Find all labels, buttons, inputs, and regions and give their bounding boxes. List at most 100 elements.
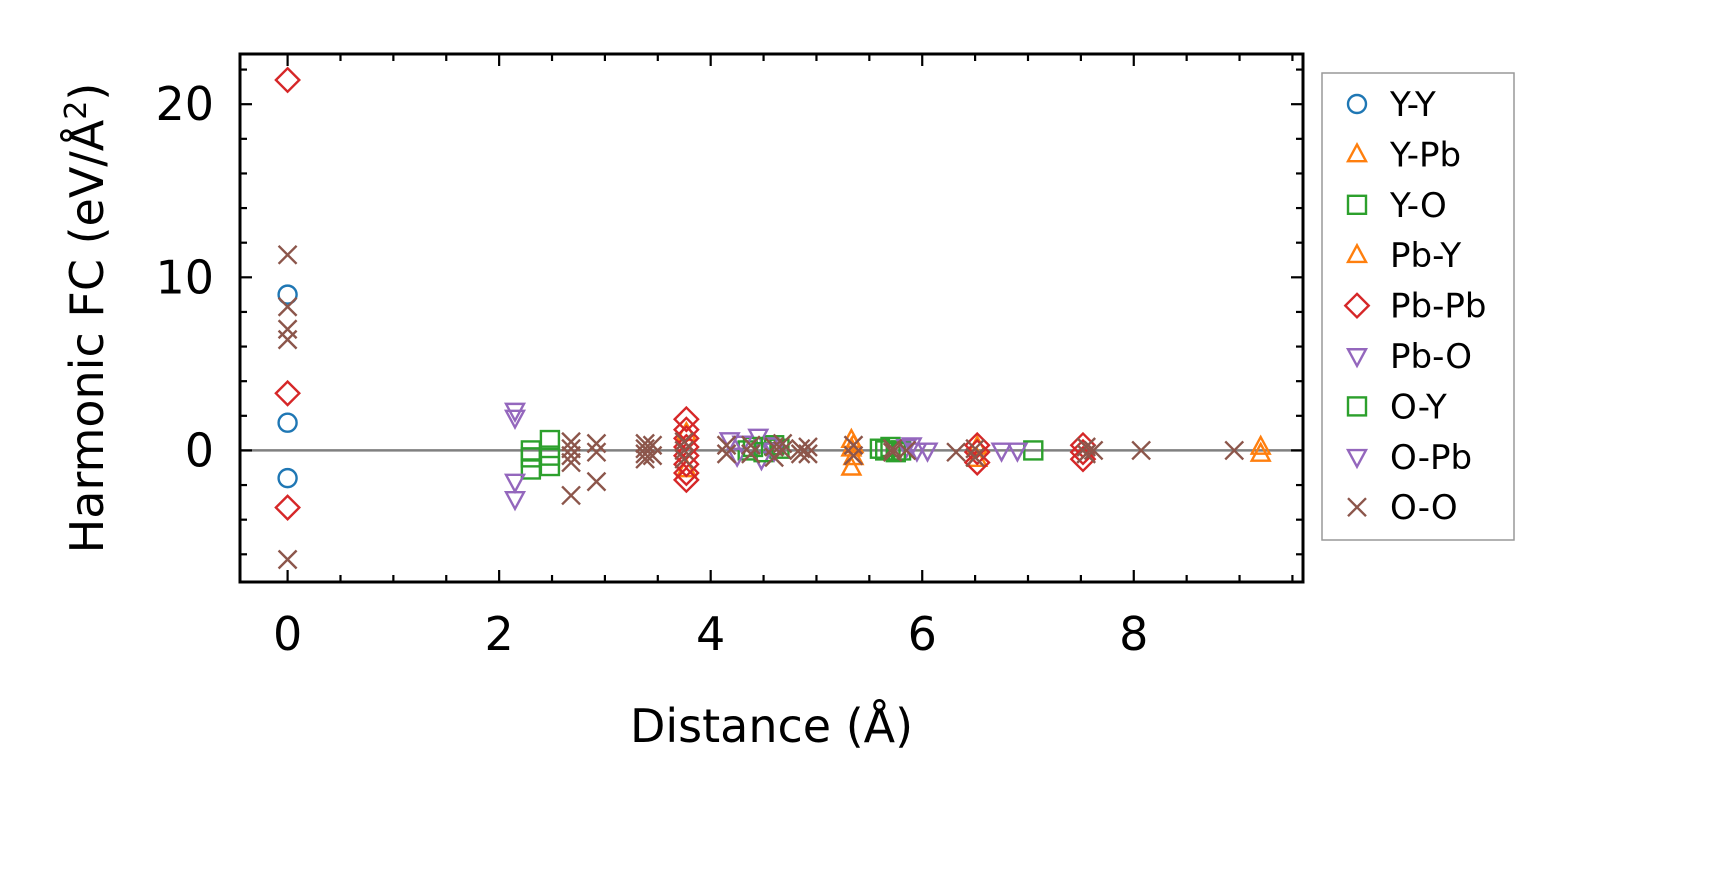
data-point-o-o [1224, 440, 1245, 461]
y-tick-label: 10 [155, 250, 214, 304]
data-point-y-pb [1249, 441, 1272, 462]
data-point-pb-pb [963, 449, 991, 476]
series-y-pb [840, 427, 1272, 476]
axis-ticks [240, 54, 1303, 582]
legend-marker [1346, 396, 1368, 417]
data-point-pb-o [503, 473, 527, 495]
data-points-layer [274, 66, 1272, 570]
data-point-o-o [561, 452, 581, 473]
legend-label: Y-Y [1389, 85, 1436, 125]
legend-marker [1345, 141, 1369, 163]
data-point-pb-pb [672, 466, 700, 494]
data-point-o-o [772, 440, 793, 461]
data-point-pb-pb [274, 66, 301, 94]
data-point-o-o [277, 319, 298, 340]
data-point-pb-o [503, 409, 527, 430]
data-point-y-o [539, 445, 561, 466]
data-point-o-o [561, 445, 581, 466]
data-point-o-o [277, 329, 298, 350]
legend-marker [1347, 497, 1367, 518]
legend-item: Pb-O [1345, 337, 1472, 377]
legend-marker [1345, 448, 1369, 470]
data-point-o-o [946, 442, 966, 463]
legend-item: O-Pb [1345, 438, 1472, 478]
plot-frame [238, 52, 1305, 584]
legend-label: Pb-Y [1390, 236, 1461, 276]
legend-marker [1345, 348, 1369, 369]
data-point-o-o [674, 440, 695, 461]
data-point-o-o [798, 437, 818, 457]
data-point-o-o [561, 438, 581, 459]
legend-marker [1346, 194, 1368, 216]
y-axis-label-close: ) [60, 83, 114, 101]
y-axis-label: Harmonic FC (eV/Å2) [59, 83, 115, 554]
legend-item: Y-Y [1346, 85, 1436, 125]
data-point-pb-o [503, 490, 527, 512]
data-point-o-o [716, 444, 737, 464]
data-point-pb-pb [1069, 445, 1097, 473]
data-point-o-o [674, 431, 695, 452]
data-point-pb-pb [274, 379, 301, 407]
data-point-pb-pb [274, 494, 301, 521]
x-axis-label: Distance (Å) [630, 699, 913, 753]
data-point-o-o [1083, 440, 1104, 461]
data-point-pb-y [842, 444, 865, 466]
data-point-pb-o [1006, 442, 1029, 463]
data-point-o-o [965, 447, 985, 468]
data-point-y-o [1023, 440, 1044, 461]
data-point-o-o [277, 549, 298, 570]
legend-items: Y-Y Y-Pb Y-O Pb-Y Pb-Pb Pb-O O-Y O-Pb O-O [1343, 85, 1486, 528]
legend-item: Pb-Y [1345, 236, 1461, 276]
y-tick-labels: 0 10 20 [155, 77, 214, 477]
x-tick-label: 6 [908, 607, 937, 661]
legend-marker [1345, 242, 1369, 264]
data-point-pb-y [842, 432, 865, 454]
data-point-o-o [772, 433, 793, 454]
data-point-pb-y [966, 446, 989, 468]
data-point-pb-o [503, 402, 527, 424]
x-tick-label: 0 [273, 607, 302, 661]
data-point-o-o [277, 296, 298, 317]
legend-marker [1346, 93, 1368, 115]
legend-marker [1343, 292, 1371, 319]
data-point-pb-pb [672, 450, 700, 478]
data-point-o-o [716, 435, 737, 456]
series-o-o [277, 244, 1245, 570]
y-tick-label: 0 [185, 423, 214, 477]
series-y-y [277, 284, 298, 489]
data-point-pb-o [726, 447, 749, 469]
legend-item: Y-O [1346, 186, 1447, 226]
legend-label: Pb-O [1390, 337, 1472, 377]
data-point-y-y [277, 467, 298, 489]
data-point-o-o [965, 438, 985, 459]
data-point-y-y [277, 284, 298, 305]
legend-label: O-O [1390, 488, 1458, 528]
data-point-pb-pb [672, 405, 700, 433]
data-point-o-o [843, 445, 864, 466]
data-point-y-y [277, 412, 298, 433]
data-point-o-pb [900, 437, 923, 458]
legend-item: Pb-Pb [1343, 287, 1486, 327]
y-axis-label-main: Harmonic FC (eV/Å [60, 119, 114, 553]
data-point-pb-pb [672, 416, 700, 444]
data-point-y-pb [1249, 434, 1272, 455]
data-point-pb-pb [672, 459, 700, 487]
data-point-o-o [586, 433, 607, 454]
legend-label: O-Pb [1390, 438, 1472, 478]
data-point-o-o [1131, 440, 1152, 461]
data-point-pb-o [718, 432, 741, 453]
legend-label: Y-Pb [1389, 135, 1461, 175]
x-tick-label: 4 [696, 607, 725, 661]
data-point-o-o [741, 444, 761, 464]
legend: Y-Y Y-Pb Y-O Pb-Y Pb-Pb Pb-O O-Y O-Pb O-O [1321, 72, 1515, 541]
data-point-o-o [896, 440, 917, 461]
legend-item: O-Y [1346, 387, 1447, 427]
legend-item: O-O [1347, 488, 1458, 528]
data-point-o-o [561, 485, 581, 506]
y-axis-label-superscript: 2 [59, 101, 94, 120]
data-point-o-o [561, 431, 581, 452]
data-point-o-o [586, 471, 607, 492]
legend-label: Pb-Pb [1390, 287, 1486, 327]
data-point-o-o [798, 444, 818, 464]
